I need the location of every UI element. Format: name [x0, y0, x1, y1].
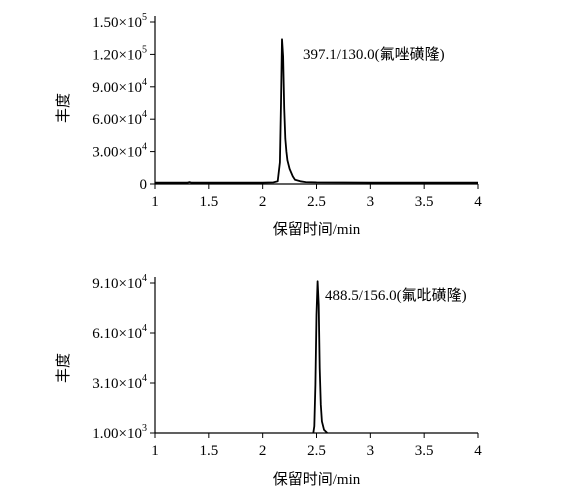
chart-panel-fluazolesulfuron: 1 1.5 2 2.5 3 3.5 4 0 3.00×104 6.00×104 9.00×104 1.… [55, 12, 482, 238]
y-tick-label: 6.10×104 [92, 323, 147, 342]
chromatogram-trace [155, 38, 478, 184]
x-tick-label: 1 [151, 194, 159, 210]
y-tick-label: 1.50×105 [92, 12, 147, 31]
y-tick-label: 9.00×104 [92, 77, 147, 96]
y-tick-label: 1.00×103 [92, 423, 147, 442]
x-tick-label: 1 [151, 443, 159, 459]
y-tick-label: 6.00×104 [92, 109, 147, 128]
y-tick-label: 0 [140, 177, 148, 193]
x-tick-label: 1.5 [199, 194, 218, 210]
x-tick-label: 2.5 [307, 443, 326, 459]
x-tick-label: 3 [367, 443, 375, 459]
x-tick-label: 2 [259, 443, 267, 459]
x-tick-label: 2.5 [307, 194, 326, 210]
x-tick-label: 3.5 [415, 443, 434, 459]
chart-panel-flupyrsulfuron: 1 1.5 2 2.5 3 3.5 4 1.00×103 3.10×104 6.10×104 9.1… [55, 273, 482, 488]
x-tick-label: 3.5 [415, 194, 434, 210]
x-axis-title: 保留时间/min [273, 221, 361, 238]
x-tick-label: 2 [259, 194, 267, 210]
y-tick-label: 1.20×105 [92, 44, 147, 63]
peak-annotation: 397.1/130.0(氟唑磺隆) [303, 46, 445, 63]
x-tick-label: 4 [474, 194, 482, 210]
x-tick-label: 1.5 [199, 443, 218, 459]
x-axis-title: 保留时间/min [273, 471, 361, 488]
y-tick-label: 3.00×104 [92, 142, 147, 161]
peak-annotation: 488.5/156.0(氟吡磺隆) [325, 287, 467, 304]
y-axis-title: 丰度 [55, 93, 72, 123]
x-tick-label: 3 [367, 194, 375, 210]
y-tick-label: 3.10×104 [92, 373, 147, 392]
chromatogram-trace [312, 280, 328, 434]
x-tick-label: 4 [474, 443, 482, 459]
y-tick-label: 9.10×104 [92, 273, 147, 292]
y-axis-title: 丰度 [55, 353, 72, 383]
